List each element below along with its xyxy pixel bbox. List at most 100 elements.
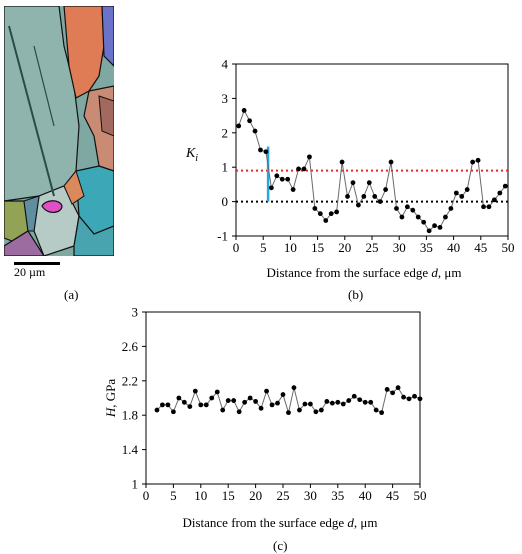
x-tick-label: 30: [304, 488, 317, 503]
data-point: [323, 218, 329, 223]
grain-boundary-line: [8, 25, 55, 197]
data-point: [253, 399, 258, 404]
data-point: [264, 388, 269, 394]
data-point: [165, 402, 171, 408]
chart-b-axes: [232, 63, 509, 240]
ebsd-micrograph: [4, 6, 114, 256]
data-point: [280, 392, 286, 397]
chart-c-marks: [154, 385, 423, 416]
scale-bar: [14, 262, 60, 265]
plot-area-border: [145, 311, 421, 485]
data-point: [470, 159, 476, 165]
data-point: [241, 108, 247, 113]
data-point: [379, 410, 385, 416]
grain-magenta: [41, 200, 63, 213]
x-tick-label: 0: [233, 240, 240, 255]
scale-bar-label: 20 µm: [14, 265, 46, 279]
data-point: [307, 154, 312, 160]
data-point: [350, 180, 356, 186]
data-point: [328, 211, 334, 217]
grain-blue-top: [101, 6, 114, 67]
data-point: [231, 398, 237, 403]
chart-c-ylabel-post: , GPa: [103, 379, 118, 408]
data-point: [362, 399, 368, 405]
chart-c-tick-labels: 0 5 10 15 20 25 30 35 40 45 50 1 1.4 1.8 2.2 2.6 3: [122, 305, 427, 504]
y-tick-label: 3: [132, 305, 139, 320]
data-point: [258, 405, 264, 411]
data-point: [279, 176, 285, 182]
data-point: [372, 194, 378, 199]
data-point: [318, 407, 324, 413]
data-point: [334, 209, 340, 215]
data-point: [220, 407, 226, 413]
data-point: [209, 395, 215, 401]
x-tick-label: 35: [420, 240, 433, 255]
grain-orange-small: [63, 169, 85, 205]
x-tick-label: 35: [331, 488, 344, 503]
y-tick-label: 3: [222, 91, 229, 106]
panel-label-a: (a): [64, 287, 79, 302]
data-point: [192, 388, 198, 394]
data-point: [377, 199, 383, 205]
data-point: [339, 159, 345, 165]
x-tick-label: 45: [474, 240, 487, 255]
chart-c-ylabel-var: H: [103, 407, 118, 418]
data-point: [410, 207, 416, 213]
y-tick-label: 4: [222, 57, 229, 72]
data-point: [453, 190, 459, 196]
panel-label-c: (c): [273, 538, 288, 553]
data-point: [302, 401, 308, 407]
y-tick-label: 2.2: [122, 373, 138, 388]
data-point: [345, 194, 350, 199]
chart-b-ylabel: Ki: [185, 146, 198, 164]
data-point: [432, 223, 437, 229]
data-point: [373, 407, 379, 413]
x-tick-label: 10: [194, 488, 207, 503]
y-tick-label: -1: [217, 229, 228, 244]
data-point: [312, 206, 318, 211]
chart-b-xlabel-post: , μm: [438, 265, 462, 280]
data-point: [313, 409, 319, 415]
chart-b-tick-labels: 0 5 10 15 20 25 30 35 40 45 50 -1 0 1 2 3 4: [217, 57, 514, 256]
x-tick-label: 25: [277, 488, 290, 503]
chart-c-xlabel-pre: Distance from the surface edge: [182, 515, 347, 530]
chart-b-xlabel-var: d: [431, 265, 438, 280]
grain-brown-mid: [98, 95, 114, 137]
x-tick-label: 40: [359, 488, 372, 503]
y-tick-label: 0: [222, 194, 229, 209]
data-point: [459, 194, 465, 199]
data-point: [443, 214, 448, 220]
data-point: [236, 409, 242, 415]
y-tick-label: 1.4: [122, 442, 139, 457]
x-tick-label: 10: [284, 240, 297, 255]
data-point: [308, 401, 313, 407]
data-point: [356, 202, 361, 208]
chart-b-marks: [236, 108, 508, 234]
data-point: [181, 399, 187, 405]
data-point: [275, 400, 280, 406]
data-point: [383, 187, 388, 192]
data-point: [301, 166, 307, 172]
data-point: [236, 123, 242, 129]
data-point: [258, 147, 263, 153]
data-point: [412, 393, 417, 399]
chart-b-ylabel-sub: i: [195, 153, 198, 164]
micrograph-image: [4, 6, 114, 256]
data-point: [448, 206, 454, 211]
x-tick-label: 25: [366, 240, 379, 255]
data-point: [395, 385, 401, 391]
data-point: [290, 187, 296, 192]
chart-c-xlabel-post: , μm: [354, 515, 378, 530]
panel-label-b: (b): [348, 287, 364, 302]
x-tick-label: 30: [393, 240, 406, 255]
y-tick-label: 1: [222, 160, 229, 175]
data-point: [388, 159, 394, 165]
data-point: [297, 407, 302, 413]
data-point: [335, 399, 341, 405]
x-tick-label: 15: [222, 488, 235, 503]
data-point: [160, 402, 165, 408]
data-point: [214, 389, 220, 395]
y-tick-label: 2: [222, 125, 229, 140]
data-point: [415, 214, 421, 220]
